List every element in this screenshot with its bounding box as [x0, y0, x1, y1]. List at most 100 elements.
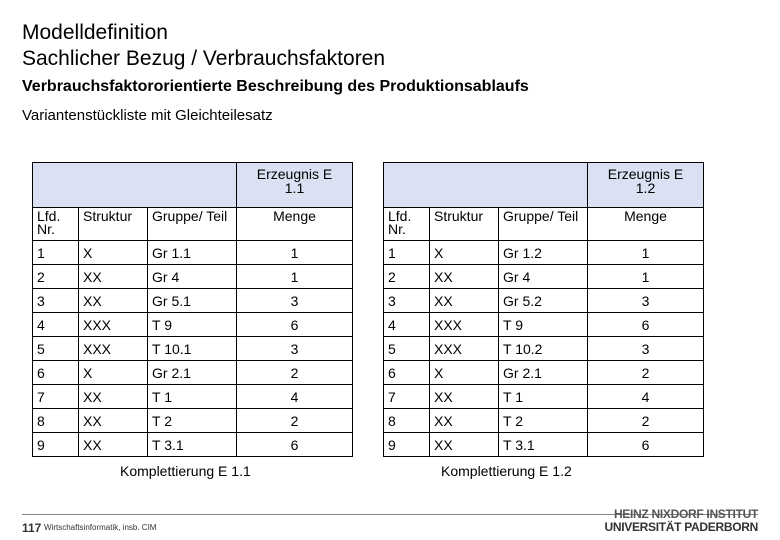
table-row: 5 XXX T 10.1 3: [32, 336, 353, 361]
col-header-gruppe-teil: Gruppe/ Teil: [147, 207, 237, 241]
table-caption: Komplettierung E 1.2: [441, 463, 572, 479]
cell-lfd-nr: 8: [383, 408, 430, 433]
cell-gruppe-teil: T 9: [147, 312, 237, 337]
cell-menge: 2: [236, 360, 353, 385]
cell-gruppe-teil: Gr 5.1: [147, 288, 237, 313]
cell-lfd-nr: 3: [32, 288, 79, 313]
cell-struktur: XX: [78, 288, 148, 313]
cell-struktur: X: [78, 240, 148, 265]
cell-lfd-nr: 9: [383, 432, 430, 457]
page-title: Modelldefinition Sachlicher Bezug / Verb…: [22, 20, 385, 72]
cell-gruppe-teil: T 2: [147, 408, 237, 433]
product-header-blank: [383, 162, 588, 208]
cell-lfd-nr: 4: [32, 312, 79, 337]
cell-lfd-nr: 1: [32, 240, 79, 265]
cell-menge: 2: [587, 360, 704, 385]
cell-lfd-nr: 6: [383, 360, 430, 385]
cell-gruppe-teil: T 2: [498, 408, 588, 433]
cell-gruppe-teil: Gr 2.1: [147, 360, 237, 385]
cell-gruppe-teil: Gr 2.1: [498, 360, 588, 385]
cell-gruppe-teil: T 1: [147, 384, 237, 409]
product-variant: 1.2: [635, 180, 656, 196]
col-header-gruppe-teil: Gruppe/ Teil: [498, 207, 588, 241]
cell-lfd-nr: 2: [383, 264, 430, 289]
cell-lfd-nr: 2: [32, 264, 79, 289]
section-heading: Variantenstückliste mit Gleichteilesatz: [22, 107, 273, 124]
institute-logo: HEINZ NIXDORF INSTITUT UNIVERSITÄT PADER…: [605, 508, 759, 534]
cell-menge: 4: [236, 384, 353, 409]
title-line-2: Sachlicher Bezug / Verbrauchsfaktoren: [22, 47, 386, 70]
cell-menge: 1: [587, 264, 704, 289]
table-row: 5 XXX T 10.2 3: [383, 336, 704, 361]
logo-line-2: UNIVERSITÄT PADERBORN: [604, 520, 759, 534]
cell-gruppe-teil: Gr 1.2: [498, 240, 588, 265]
cell-struktur: XXX: [78, 336, 148, 361]
cell-lfd-nr: 6: [32, 360, 79, 385]
cell-gruppe-teil: Gr 5.2: [498, 288, 588, 313]
product-name: Erzeugnis E: [256, 166, 333, 182]
cell-lfd-nr: 7: [383, 384, 430, 409]
cell-struktur: XXX: [429, 312, 499, 337]
col-header-struktur: Struktur: [78, 207, 148, 241]
cell-menge: 3: [587, 336, 704, 361]
table-row: 9 XX T 3.1 6: [32, 432, 353, 457]
cell-lfd-nr: 7: [32, 384, 79, 409]
table-row: 6 X Gr 2.1 2: [32, 360, 353, 385]
cell-lfd-nr: 5: [32, 336, 79, 361]
cell-lfd-nr: 8: [32, 408, 79, 433]
cell-lfd-nr: 4: [383, 312, 430, 337]
cell-gruppe-teil: Gr 4: [498, 264, 588, 289]
cell-menge: 2: [587, 408, 704, 433]
cell-struktur: XX: [78, 264, 148, 289]
table-row: 1 X Gr 1.1 1: [32, 240, 353, 265]
page-number: 117: [22, 521, 42, 535]
product-header: Erzeugnis E 1.1: [236, 162, 353, 208]
cell-menge: 1: [587, 240, 704, 265]
col-header-lfd-nr: Lfd. Nr.: [32, 207, 79, 241]
cell-gruppe-teil: T 3.1: [147, 432, 237, 457]
cell-struktur: XX: [78, 408, 148, 433]
cell-menge: 6: [587, 432, 704, 457]
bom-table-e12: Erzeugnis E 1.2 Lfd. Nr. Struktur Gruppe…: [383, 162, 704, 457]
cell-gruppe-teil: Gr 1.1: [147, 240, 237, 265]
cell-struktur: XX: [78, 432, 148, 457]
cell-lfd-nr: 5: [383, 336, 430, 361]
table-row: 3 XX Gr 5.2 3: [383, 288, 704, 313]
table-body: 1 X Gr 1.2 1 2 XX Gr 4 1 3 XX Gr 5.2 3 4 XXX T 9 6 5 XXX T…: [383, 240, 704, 457]
cell-struktur: X: [78, 360, 148, 385]
cell-struktur: X: [429, 360, 499, 385]
cell-struktur: XXX: [78, 312, 148, 337]
cell-gruppe-teil: T 10.2: [498, 336, 588, 361]
cell-struktur: XX: [429, 288, 499, 313]
cell-lfd-nr: 1: [383, 240, 430, 265]
product-name: Erzeugnis E: [607, 166, 684, 182]
cell-menge: 1: [236, 264, 353, 289]
table-body: 1 X Gr 1.1 1 2 XX Gr 4 1 3 XX Gr 5.1 3 4 XXX T 9 6 5 XXX T…: [32, 240, 353, 457]
col-header-struktur: Struktur: [429, 207, 499, 241]
table-row: 3 XX Gr 5.1 3: [32, 288, 353, 313]
cell-struktur: XX: [429, 384, 499, 409]
cell-menge: 3: [236, 288, 353, 313]
cell-menge: 1: [236, 240, 353, 265]
col-header-lfd-nr: Lfd. Nr.: [383, 207, 430, 241]
cell-struktur: XX: [429, 264, 499, 289]
cell-gruppe-teil: T 10.1: [147, 336, 237, 361]
title-line-1: Modelldefinition: [22, 21, 168, 44]
cell-gruppe-teil: T 1: [498, 384, 588, 409]
cell-struktur: XX: [429, 432, 499, 457]
cell-struktur: XX: [429, 408, 499, 433]
cell-menge: 6: [236, 312, 353, 337]
cell-menge: 6: [587, 312, 704, 337]
table-row: 9 XX T 3.1 6: [383, 432, 704, 457]
cell-struktur: XXX: [429, 336, 499, 361]
cell-menge: 6: [236, 432, 353, 457]
cell-menge: 3: [236, 336, 353, 361]
cell-lfd-nr: 3: [383, 288, 430, 313]
